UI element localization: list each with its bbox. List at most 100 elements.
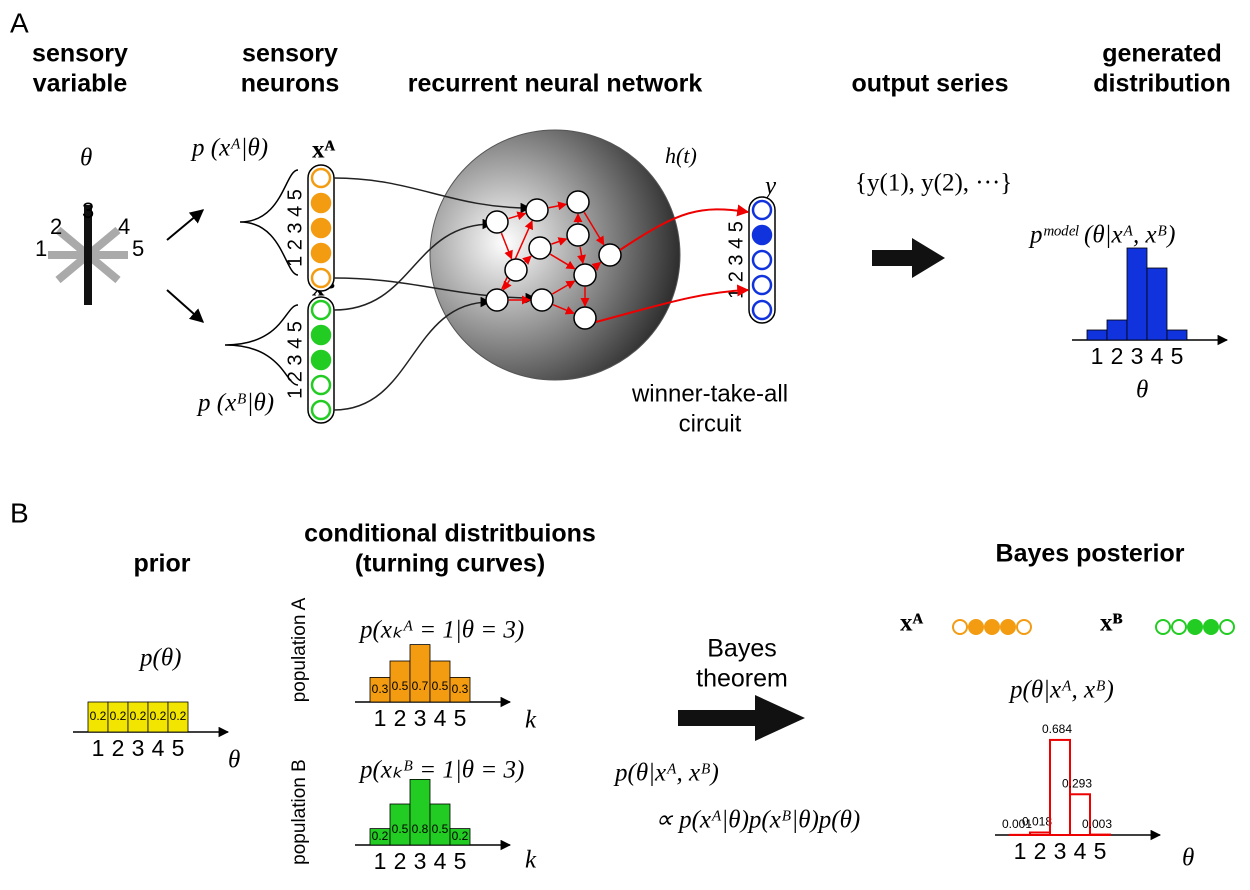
orientation-label: 1 [35, 236, 47, 261]
rnn-unit [599, 244, 621, 266]
value-label: 0.684 [1042, 722, 1072, 736]
category-label: 4 [1074, 838, 1087, 864]
category-label: 3 [132, 735, 145, 761]
value-label: 0.7 [412, 679, 429, 693]
value-label: 0.2 [110, 709, 127, 723]
value-label: 0.018 [1022, 815, 1052, 829]
likelihood: p (xᴬ|θ) [190, 135, 268, 162]
neuron [312, 169, 330, 187]
category-label: 4 [152, 735, 165, 761]
header: recurrent neural network [408, 70, 703, 98]
bar [1030, 832, 1050, 835]
header: generated [1102, 40, 1221, 68]
orientation-label: 2 [50, 214, 62, 239]
value-label: 0.2 [150, 709, 167, 723]
big-arrow [678, 695, 805, 741]
neuron [312, 301, 330, 319]
header: prior [134, 550, 191, 578]
formula: p(θ) [138, 645, 181, 672]
category-label: 2 [112, 735, 125, 761]
category-label: 1 [1014, 838, 1027, 864]
category-label: 2 [394, 705, 407, 731]
neuron [753, 201, 771, 219]
bar [1107, 320, 1127, 340]
formula: p(θ|xᴬ, xᴮ) [613, 760, 719, 787]
header: sensory [242, 40, 338, 68]
category-label: 1 [1091, 343, 1104, 369]
category-label: 2 [394, 848, 407, 874]
orientation-label: 5 [132, 236, 144, 261]
rnn-unit [567, 224, 589, 246]
formula: p(xₖᴬ = 1|θ = 3) [358, 617, 524, 644]
bayes-label: theorem [696, 665, 788, 693]
rnn-unit [574, 264, 596, 286]
category-label: 5 [1094, 838, 1107, 864]
likelihood: p (xᴮ|θ) [196, 390, 274, 417]
population-label: population B [289, 759, 310, 865]
rnn-unit [486, 211, 508, 233]
category-label: 5 [1171, 343, 1184, 369]
neuron [753, 301, 771, 319]
wta: circuit [679, 410, 742, 437]
neuron [1017, 620, 1031, 634]
rnn-unit [526, 199, 548, 221]
neuron-index: 1 2 3 4 5 [284, 321, 306, 399]
category-label: 1 [92, 735, 105, 761]
big-arrow [872, 238, 945, 278]
bar [1127, 248, 1147, 340]
neuron [312, 219, 330, 237]
bar [1087, 330, 1107, 340]
category-label: 2 [1111, 343, 1124, 369]
population-label: population A [289, 597, 310, 702]
category-label: 5 [454, 705, 467, 731]
category-label: 4 [1151, 343, 1164, 369]
formula: p(xₖᴮ = 1|θ = 3) [358, 757, 524, 784]
arrow [167, 290, 203, 322]
category-label: 4 [434, 705, 447, 731]
formula: p(θ|xᴬ, xᴮ) [1008, 677, 1114, 704]
category-label: 3 [1131, 343, 1144, 369]
x-a: xᴬ [900, 610, 924, 637]
header: conditional distritbuions [304, 520, 596, 548]
bayes-label: Bayes [707, 635, 776, 663]
value-label: 0.2 [90, 709, 107, 723]
category-label: 1 [374, 848, 387, 874]
value-label: 0.2 [130, 709, 147, 723]
theta: θ [80, 145, 92, 172]
axis-label: θ [1136, 377, 1148, 404]
neuron [312, 269, 330, 287]
category-label: 3 [414, 848, 427, 874]
value-label: 0.2 [452, 829, 469, 843]
bar [410, 645, 430, 702]
neuron [953, 620, 967, 634]
network [430, 130, 680, 380]
value-label: 0.5 [392, 822, 409, 836]
x-a: xᴬ [312, 137, 336, 164]
panel-label: A [10, 7, 29, 38]
axis-label: θ [1182, 845, 1194, 872]
rnn-unit [529, 237, 551, 259]
neuron [312, 244, 330, 262]
category-label: 2 [1034, 838, 1047, 864]
category-label: 1 [374, 705, 387, 731]
neuron [753, 276, 771, 294]
header: distribution [1093, 70, 1230, 98]
series: {y(1), y(2), ···} [855, 170, 1012, 197]
value-label: 0.2 [372, 829, 389, 843]
neuron [312, 194, 330, 212]
header: variable [33, 70, 128, 98]
header: sensory [32, 40, 128, 68]
rnn-unit [486, 289, 508, 311]
model-label: pᵐᵒᵈᵉˡ (θ|xᴬ, xᴮ) [1028, 222, 1175, 249]
formula: ∝ p(xᴬ|θ)p(xᴮ|θ)p(θ) [655, 807, 860, 834]
bar [1147, 268, 1167, 340]
value-label: 0.293 [1062, 776, 1092, 790]
figure: A sensory variable sensory neurons recur… [0, 0, 1250, 890]
rnn-unit [505, 259, 527, 281]
neuron [1188, 620, 1202, 634]
neuron [969, 620, 983, 634]
value-label: 0.8 [412, 822, 429, 836]
bar [1167, 330, 1187, 340]
value-label: 0.5 [392, 679, 409, 693]
neuron [985, 620, 999, 634]
